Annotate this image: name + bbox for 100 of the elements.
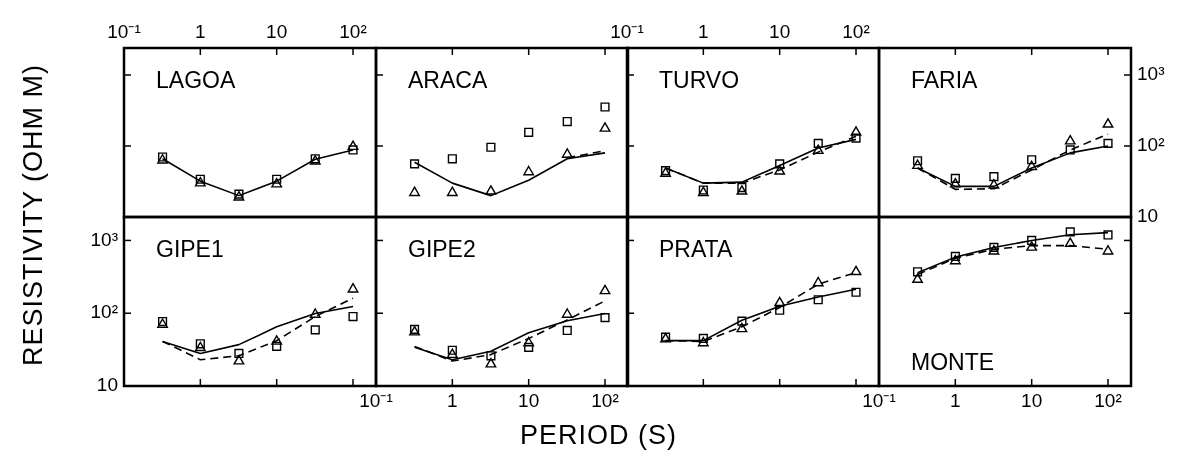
text: PRATA: [659, 236, 733, 262]
point: [987, 179, 999, 189]
point: [1064, 134, 1076, 145]
x-tick-label: 1: [698, 20, 709, 42]
point: [485, 351, 495, 361]
point: [599, 284, 610, 295]
point: [812, 144, 824, 155]
point: [911, 273, 923, 284]
point: [1102, 118, 1113, 128]
point: [1102, 245, 1113, 255]
x-tick-label: 10⁻¹: [861, 389, 896, 411]
point: [271, 335, 283, 345]
point: [447, 154, 457, 164]
point: [310, 325, 320, 335]
point: [1025, 160, 1037, 171]
point: [1064, 237, 1076, 248]
point: [562, 116, 572, 127]
point: [851, 287, 861, 297]
point: [851, 133, 861, 143]
point: [1025, 241, 1037, 251]
point: [736, 322, 748, 333]
point: [522, 165, 534, 176]
x-axis-title: PERIOD (S): [519, 420, 678, 451]
y-tick-label: 10³: [90, 228, 118, 250]
x-tick-label: 10⁻¹: [107, 20, 141, 42]
point: [408, 186, 420, 197]
point: [988, 172, 998, 182]
point: [737, 316, 747, 326]
point: [813, 295, 823, 305]
point: [233, 354, 245, 365]
point: [1065, 145, 1075, 155]
point: [1026, 155, 1036, 165]
x-tick-label: 10²: [339, 20, 367, 42]
x-tick-label: 10²: [590, 389, 619, 411]
point: [813, 138, 823, 148]
point: [812, 276, 824, 287]
point: [562, 325, 572, 336]
point: [774, 165, 786, 175]
text: GIPE2: [407, 236, 476, 262]
point: [950, 251, 960, 261]
point: [485, 142, 495, 152]
point: [523, 127, 533, 137]
point: [599, 313, 610, 323]
x-tick-label: 10²: [842, 20, 870, 42]
y-axis-title: RESISTIVITY (OHM M): [17, 63, 49, 367]
point: [309, 308, 321, 318]
y-tick-label: 10²: [90, 301, 118, 323]
text: MONTE: [910, 349, 994, 375]
point: [775, 305, 785, 315]
text: LAGOA: [156, 67, 236, 93]
point: [774, 296, 786, 307]
x-tick-label: 10⁻¹: [358, 389, 393, 411]
point: [348, 145, 358, 155]
text: TURVO: [659, 67, 740, 93]
point: [272, 341, 282, 351]
point: [850, 265, 862, 276]
point: [348, 311, 358, 322]
point: [347, 140, 359, 151]
point: [775, 159, 785, 169]
point: [271, 177, 283, 188]
x-tick-label: 1: [949, 389, 961, 411]
text: FARIA: [910, 67, 978, 93]
point: [850, 126, 862, 136]
point: [1102, 138, 1113, 148]
point: [599, 102, 610, 112]
point: [272, 174, 282, 184]
text: GIPE1: [156, 236, 224, 262]
point: [599, 122, 610, 132]
point: [1102, 230, 1113, 240]
point: [561, 148, 573, 158]
x-tick-label: 10: [517, 389, 539, 411]
point: [522, 336, 534, 347]
point: [234, 348, 244, 359]
x-tick-label: 10⁻¹: [610, 20, 644, 42]
point: [409, 159, 419, 169]
point: [523, 342, 533, 352]
point: [911, 159, 923, 170]
y-tick-label: 10²: [1136, 134, 1164, 156]
point: [447, 345, 457, 355]
point: [949, 177, 961, 188]
point: [949, 254, 961, 265]
x-tick-label: 10: [769, 20, 791, 42]
x-tick-label: 10: [1020, 389, 1042, 411]
point: [484, 185, 496, 195]
x-tick-label: 10²: [1093, 389, 1122, 411]
point: [446, 186, 458, 197]
y-tick-label: 10: [96, 374, 118, 396]
point: [912, 267, 922, 277]
x-tick-label: 1: [446, 389, 458, 411]
point: [1026, 235, 1036, 246]
y-tick-label: 10: [1136, 205, 1158, 227]
point: [1065, 227, 1075, 237]
x-tick-label: 1: [195, 20, 206, 42]
y-tick-label: 10³: [1136, 63, 1164, 85]
point: [912, 156, 922, 166]
text: ARACA: [407, 67, 488, 93]
point: [561, 308, 573, 318]
point: [950, 173, 960, 183]
x-tick-label: 10: [266, 20, 288, 42]
point: [347, 282, 359, 293]
